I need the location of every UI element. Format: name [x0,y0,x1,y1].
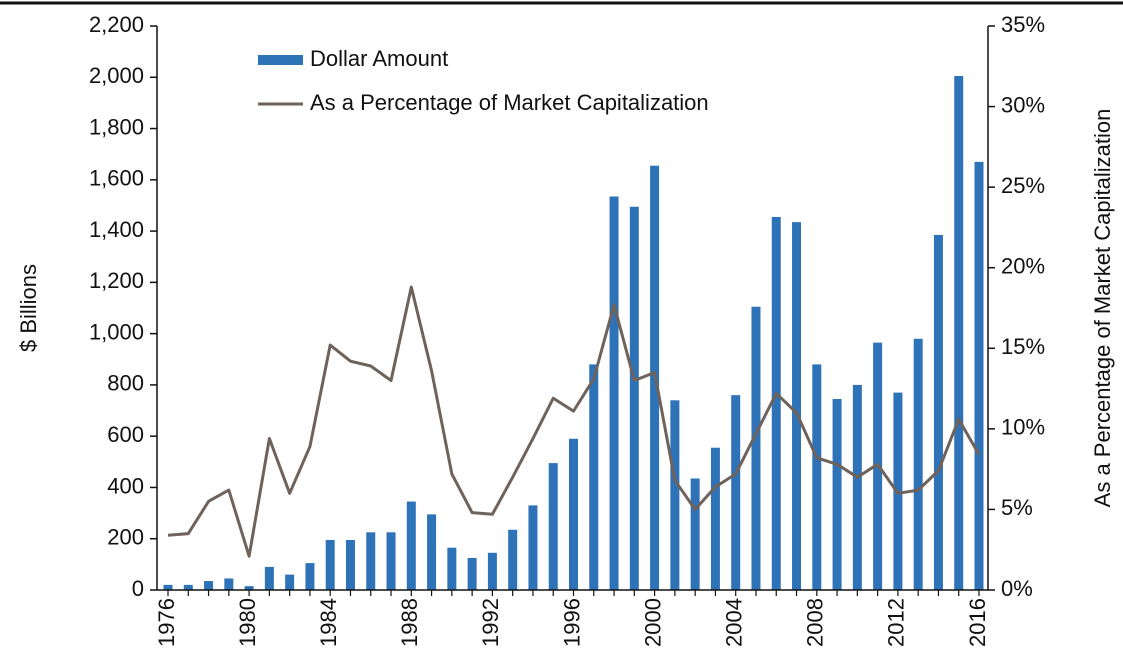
bar [345,540,355,590]
bar [609,196,619,590]
bar [569,438,578,590]
y2-tick-label: 20% [1001,254,1045,279]
y2-tick-label: 15% [1001,334,1045,359]
x-tick-label: 2008 [803,598,828,647]
y2-tick-label: 25% [1001,173,1045,198]
y2-axis-title: As a Percentage of Market Capitalization [1090,109,1115,508]
y-tick-label: 0 [132,576,144,601]
bar [954,75,964,590]
y-tick-label: 400 [107,473,144,498]
x-tick-label: 2016 [965,598,990,647]
bar [710,447,720,590]
y-tick-label: 1,400 [89,217,144,242]
x-tick-label: 2004 [722,598,747,647]
bar [427,514,437,590]
y2-tick-label: 30% [1001,92,1045,117]
bar [589,364,599,590]
legend-swatch [258,55,303,65]
legend-label: Dollar Amount [310,46,448,71]
x-tick-label: 1980 [235,598,260,647]
bar [792,222,802,591]
bar [386,532,396,590]
bar [366,532,376,590]
bar [731,395,741,590]
x-tick-label: 1996 [559,598,584,647]
y-tick-label: 2,000 [89,63,144,88]
y-tick-label: 2,200 [89,12,144,37]
bar [629,206,639,590]
y-tick-label: 1,600 [89,166,144,191]
legend-label: As a Percentage of Market Capitalization [310,90,709,115]
y-tick-label: 800 [107,371,144,396]
x-tick-label: 2000 [640,598,665,647]
bar [771,216,781,590]
y-tick-label: 200 [107,525,144,550]
bar [487,552,497,590]
y-tick-label: 1,200 [89,268,144,293]
bar [508,529,518,590]
x-tick-label: 1976 [154,598,179,647]
bar [264,566,274,590]
line [167,285,981,558]
bar [832,399,842,590]
y-tick-label: 1,800 [89,114,144,139]
y2-tick-label: 35% [1001,12,1045,37]
x-tick-label: 1992 [478,598,503,647]
bar [305,563,315,590]
y2-tick-label: 0% [1001,576,1033,601]
bar [325,540,335,590]
x-tick-label: 1984 [316,598,341,647]
x-tick-label: 1988 [397,598,422,647]
bar [670,400,680,590]
bar [467,557,477,590]
bar [406,501,416,590]
y-tick-label: 600 [107,422,144,447]
bar [528,505,538,590]
bar [183,584,193,590]
bar [163,584,173,590]
bar [548,463,558,590]
bar [447,547,457,590]
bar [224,578,234,590]
y-tick-label: 1,000 [89,319,144,344]
bar [285,574,295,590]
bar [852,384,862,590]
bar [204,581,214,590]
bar [974,161,984,590]
bar [812,364,822,590]
bar [751,306,761,590]
y2-tick-label: 10% [1001,415,1045,440]
bar [690,478,700,590]
bar [933,234,943,590]
y2-tick-label: 5% [1001,495,1033,520]
y-axis-title: $ Billions [16,264,41,352]
bar [913,338,923,590]
x-tick-label: 2012 [884,598,909,647]
bar [244,586,254,590]
